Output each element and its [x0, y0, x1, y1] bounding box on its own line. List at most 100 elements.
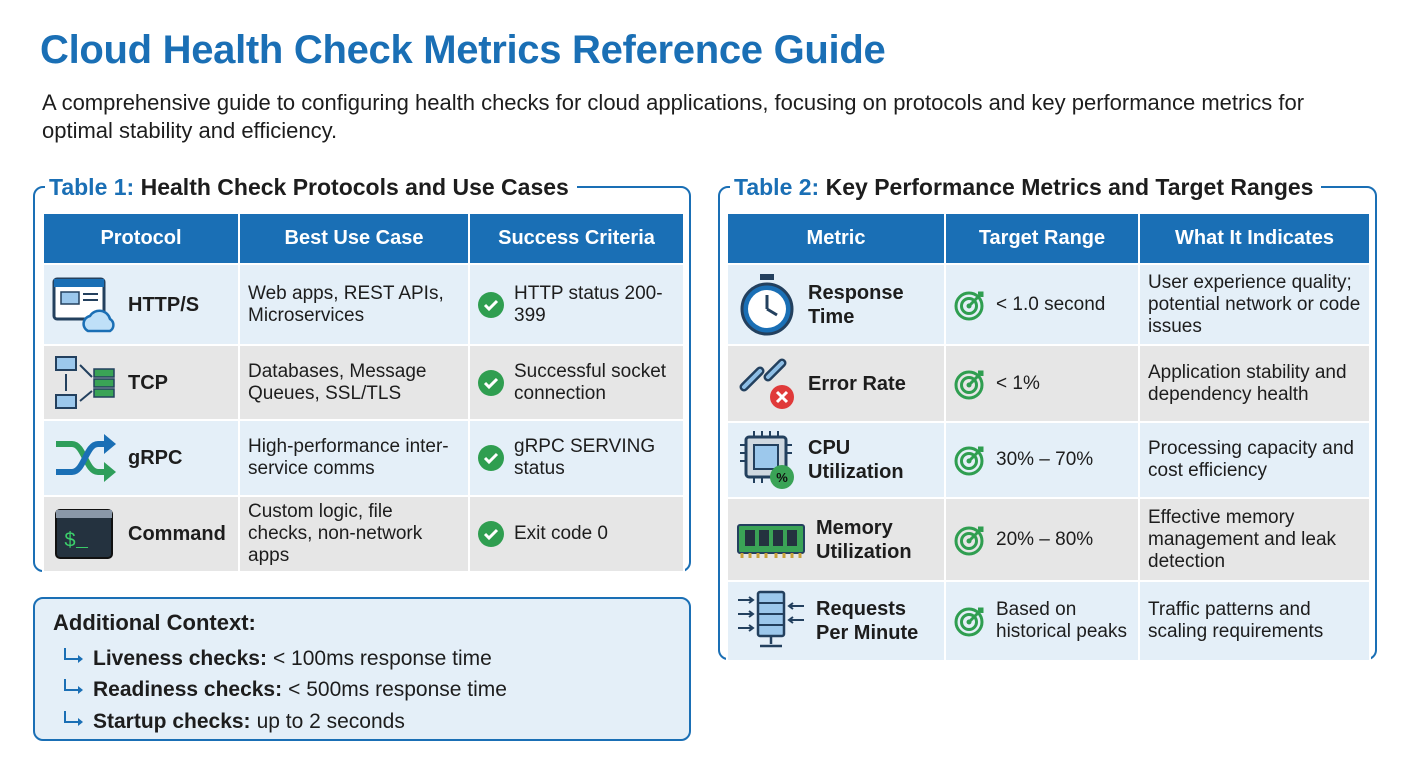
check-icon-part [483, 377, 499, 389]
cell-content: Based on historical peaks [954, 599, 1130, 643]
context-item: Readiness checks: < 500ms response time [61, 675, 507, 707]
table-cell: gRPC [42, 419, 240, 497]
cell-text: Effective memory management and leak det… [1148, 506, 1337, 572]
row-icon-part [55, 355, 115, 409]
target-icon [954, 605, 986, 637]
target-icon-part [960, 296, 978, 315]
check-icon-part [478, 291, 504, 318]
table-cell: Web apps, REST APIs, Microservices [238, 263, 470, 346]
cell-content: < 1.0 second [954, 289, 1130, 321]
table-cell: < 1.0 second [944, 263, 1140, 346]
table-cell: High-performance inter-service comms [238, 419, 470, 497]
context-text: up to 2 seconds [256, 709, 405, 733]
table-row: Requests Per Minute Based on historical p… [726, 580, 1371, 662]
row-icon-part [773, 529, 783, 546]
target-icon-part [954, 370, 984, 399]
table-body: Response Time < 1.0 second User experience… [726, 263, 1371, 662]
row-icon-part [760, 636, 782, 648]
target-icon-part [954, 607, 984, 637]
row-icon [736, 507, 806, 573]
target-icon-part [967, 446, 984, 463]
row-icon-part [787, 529, 797, 546]
table-cell: User experience quality; potential netwo… [1138, 263, 1371, 346]
row-icon-part [760, 273, 774, 280]
metrics-table: Metric Target Range What It Indicates Respo… [726, 212, 1371, 662]
table-cell: gRPC SERVING status [468, 419, 685, 497]
check-icon [478, 369, 504, 396]
check-icon-part [478, 369, 504, 396]
target-icon-part [954, 526, 984, 555]
arrow-icon-part [64, 710, 83, 726]
table1-panel: Table 1: Health Check Protocols and Use … [33, 173, 691, 573]
row-icon: % [736, 427, 798, 493]
row-icon-part [739, 358, 794, 409]
table-row: HTTP/S Web apps, REST APIs, Microservices… [42, 263, 685, 346]
target-icon [954, 524, 986, 556]
table-label: Table 1: [49, 174, 135, 200]
row-icon-part [79, 389, 93, 402]
target-icon-part [954, 526, 984, 555]
row-icon-part [56, 441, 108, 475]
table-cell: HTTP status 200-399 [468, 263, 685, 346]
column-header: Metric [726, 212, 946, 265]
row-icon-part [104, 434, 116, 454]
arrow-icon-part [78, 654, 83, 663]
row-icon-part [765, 294, 778, 316]
arrow-icon-part [64, 679, 83, 695]
cell-text: Custom logic, file checks, non-network a… [248, 501, 423, 566]
row-name: TCP [128, 371, 168, 394]
table-cell: < 1% [944, 344, 1140, 423]
table1-heading: Table 1: Health Check Protocols and Use … [45, 173, 577, 201]
table-cell: Requests Per Minute [726, 580, 946, 662]
row-name: HTTP/S [128, 293, 200, 316]
row-icon-part [740, 273, 794, 335]
table-row: Response Time < 1.0 second User experience… [726, 263, 1371, 346]
column-header: What It Indicates [1138, 212, 1371, 265]
table-cell: HTTP/S [42, 263, 240, 346]
target-icon [954, 444, 986, 476]
header-row: Protocol Best Use Case Success Criteria [42, 212, 685, 265]
row-icon-part [55, 355, 77, 371]
target-icon-part [967, 291, 984, 307]
row-icon-part [82, 309, 115, 332]
row-icon-part: $_ [55, 509, 113, 559]
cell-text: < 1% [996, 372, 1040, 394]
cell-text: User experience quality; potential netwo… [1148, 271, 1361, 337]
arrow-icon [61, 647, 87, 670]
row-icon-part: % [776, 470, 788, 485]
row-icon-part [56, 510, 112, 518]
table-cell: Based on historical peaks [944, 580, 1140, 662]
table-cell: Error Rate [726, 344, 946, 423]
row-icon-part [748, 596, 794, 632]
table-cell: Successful socket connection [468, 344, 685, 421]
cell-text: HTTP status 200-399 [514, 282, 663, 326]
row-icon [52, 353, 118, 413]
row-icon [52, 428, 118, 488]
table2-panel: Table 2: Key Performance Metrics and Tar… [718, 173, 1377, 662]
row-icon-part [738, 590, 804, 648]
row-icon: $_ [52, 504, 118, 564]
cell-content: Requests Per Minute [736, 588, 936, 654]
check-icon [478, 291, 504, 318]
row-icon-part [56, 434, 116, 482]
row-icon [736, 588, 806, 654]
column-header: Target Range [944, 212, 1140, 265]
arrow-icon [61, 710, 87, 733]
row-icon-part [759, 529, 769, 546]
row-icon-part [60, 290, 80, 305]
row-icon [52, 275, 118, 335]
subtitle: A comprehensive guide to configuring hea… [42, 90, 1305, 143]
cell-text: High-performance inter-service comms [248, 436, 449, 479]
context-label: Liveness checks: [93, 646, 267, 670]
table-cell: Processing capacity and cost efficiency [1138, 421, 1371, 499]
table-cell: TCP [42, 344, 240, 421]
target-icon-part [954, 291, 984, 320]
target-icon-part [967, 526, 984, 542]
arrow-icon-part [64, 647, 81, 660]
cell-content: HTTP/S [52, 275, 230, 335]
target-icon-part [967, 370, 984, 386]
cell-content: 30% – 70% [954, 444, 1130, 476]
cell-content: gRPC [52, 428, 230, 488]
table-cell: $_ Command [42, 495, 240, 573]
